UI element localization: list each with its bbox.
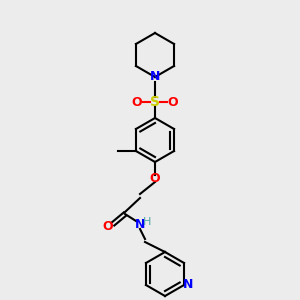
Text: H: H — [143, 217, 151, 227]
Text: O: O — [150, 172, 160, 184]
Text: N: N — [183, 278, 193, 292]
Text: O: O — [103, 220, 113, 232]
Text: N: N — [135, 218, 145, 230]
Text: O: O — [168, 95, 178, 109]
Text: O: O — [132, 95, 142, 109]
Text: S: S — [150, 95, 160, 109]
Text: N: N — [150, 70, 160, 83]
